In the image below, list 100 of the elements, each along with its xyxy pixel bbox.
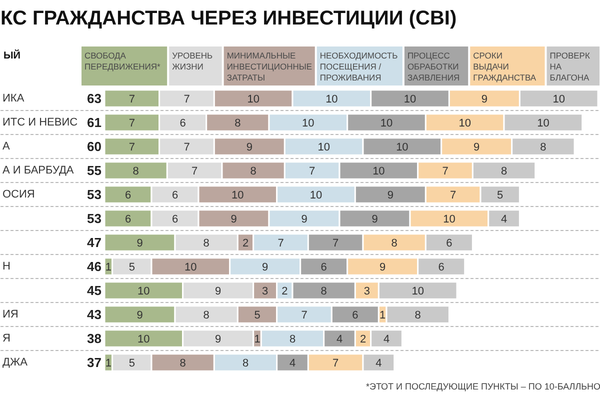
data-label: 1 [105, 358, 112, 370]
y-tick-label: ДЖА [2, 356, 28, 368]
data-label: 8 [132, 166, 139, 178]
data-label: 8 [391, 238, 398, 250]
data-label: 6 [438, 262, 444, 274]
total-label: 53 [87, 211, 102, 226]
data-label: 9 [230, 214, 237, 226]
data-label: 8 [203, 310, 210, 322]
data-label: 5 [254, 310, 260, 322]
data-label: 6 [172, 214, 178, 226]
series-label: ПРОВЕРК НА БЛАГОНА [550, 50, 590, 82]
data-label: 2 [282, 286, 288, 298]
data-label: 10 [537, 118, 550, 130]
data-label: 1 [254, 334, 260, 346]
data-label: 6 [446, 238, 452, 250]
data-label: 7 [192, 166, 198, 178]
data-label: 10 [404, 94, 416, 106]
y-tick-label: А [2, 140, 10, 152]
data-label: 7 [184, 142, 190, 154]
data-label: 3 [262, 286, 268, 298]
y-tick-label: ИЯ [2, 308, 18, 320]
data-label: 7 [332, 358, 339, 370]
data-label: 2 [360, 334, 366, 346]
data-label: 9 [481, 94, 488, 106]
data-label: 7 [128, 94, 135, 106]
data-label: 7 [301, 310, 308, 322]
data-label: 10 [302, 118, 314, 130]
data-label: 9 [215, 286, 222, 298]
data-label: 10 [412, 286, 424, 298]
data-label: 10 [458, 118, 471, 130]
data-label: 9 [301, 214, 308, 226]
data-label: 10 [552, 94, 565, 106]
data-label: 9 [372, 214, 378, 226]
data-label: 8 [234, 118, 241, 130]
data-label: 8 [540, 142, 546, 154]
data-label: 10 [232, 190, 244, 202]
series-label: СРОКИ ВЫДАЧИ ГРАЖДАНСТВА [473, 50, 536, 82]
data-label: 7 [184, 94, 190, 106]
data-label: 7 [128, 118, 135, 130]
y-tick-label: ОСИЯ [2, 188, 35, 200]
data-label: 8 [242, 358, 249, 370]
data-label: 4 [376, 358, 382, 370]
data-label: 9 [136, 310, 143, 322]
data-label: 7 [278, 238, 284, 250]
data-label: 1 [105, 262, 112, 274]
total-label: 60 [87, 139, 102, 154]
data-label: 9 [474, 142, 480, 154]
data-label: 9 [246, 142, 252, 154]
y-tick-label: А И БАРБУДА [2, 164, 74, 176]
data-label: 7 [309, 166, 316, 178]
total-label: 43 [87, 307, 102, 322]
data-label: 1 [380, 310, 386, 322]
data-label: 6 [180, 118, 186, 130]
data-label: 9 [262, 262, 268, 274]
series-label: МИНИМАЛЬНЫЕ ИНВЕСТИЦИОННЫЕ ЗАТРАТЫ [226, 50, 312, 82]
data-label: 7 [332, 238, 339, 250]
data-label: 10 [380, 118, 393, 130]
text: ЫЙ [4, 48, 20, 62]
total-label: 55 [87, 163, 102, 178]
data-label: 10 [443, 214, 456, 226]
total-label: 37 [87, 355, 102, 370]
data-label: 8 [320, 286, 327, 298]
data-label: 8 [500, 166, 508, 178]
data-label: 9 [136, 238, 143, 250]
data-label: 10 [326, 94, 338, 106]
total-label: 53 [87, 187, 102, 202]
data-label: 6 [124, 190, 132, 202]
y-tick-label: Я [2, 332, 10, 344]
total-label: 46 [87, 259, 102, 274]
data-label: 10 [184, 262, 197, 274]
data-label: 9 [387, 190, 394, 202]
data-label: 4 [500, 214, 508, 226]
data-label: 8 [250, 166, 256, 178]
data-label: 10 [396, 142, 408, 154]
data-label: 6 [172, 190, 178, 202]
data-label: 9 [380, 262, 386, 274]
text: СВОБОДА ПЕРЕДВИЖЕНИЯ* [84, 50, 162, 72]
data-label: 10 [318, 142, 330, 154]
data-label: 10 [372, 166, 385, 178]
data-label: 10 [138, 334, 150, 346]
data-label: 5 [497, 190, 504, 202]
data-label: 8 [289, 334, 296, 346]
data-label: 7 [128, 142, 135, 154]
data-label: 9 [215, 334, 222, 346]
series-label: НЕОБХОДИМОСТЬ ПОСЕЩЕНИЯ / ПРОЖИВАНИЯ [320, 50, 398, 82]
y-tick-label: Н [2, 260, 10, 272]
text: *ЭТОТ И ПОСЛЕДУЮЩИЕ ПУНКТЫ – ПО 10-БАЛЛЬНО [366, 382, 600, 392]
data-label: 8 [414, 310, 421, 322]
data-label: 5 [128, 358, 135, 370]
data-label: 8 [180, 358, 186, 370]
data-label: 5 [128, 262, 135, 274]
text: УРОВЕНЬ ЖИЗНИ [172, 50, 214, 72]
y-tick-label: ИКА [2, 92, 25, 104]
data-label: 4 [336, 334, 343, 346]
data-label: 2 [242, 238, 249, 250]
data-label: 6 [352, 310, 358, 322]
data-label: 4 [383, 334, 390, 346]
total-label: 61 [87, 115, 102, 130]
data-label: 4 [289, 358, 296, 370]
data-label: 8 [203, 238, 210, 250]
